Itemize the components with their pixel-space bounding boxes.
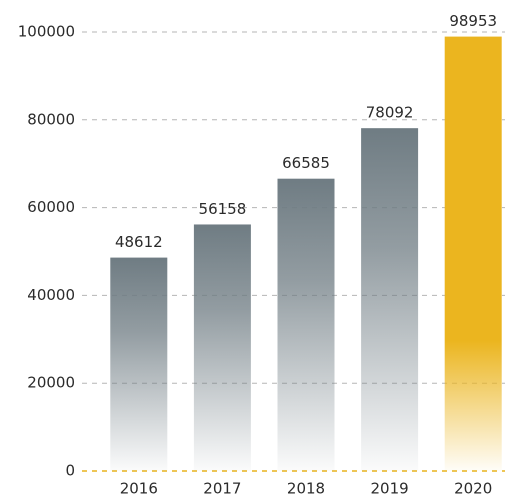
x-tick-label: 2016 [120,480,158,498]
x-tick-label: 2019 [371,480,409,498]
bar [361,128,419,471]
y-tick-label: 0 [65,462,75,480]
value-label: 78092 [366,104,414,122]
bar [277,178,335,472]
value-label: 56158 [199,200,247,218]
value-label: 98953 [449,12,497,30]
bar [444,36,502,472]
x-tick-label: 2017 [203,480,241,498]
x-tick-label: 2020 [454,480,492,498]
bar [193,224,251,471]
y-tick-label: 60000 [27,198,75,216]
y-tick-label: 40000 [27,286,75,304]
value-label: 66585 [282,154,330,172]
x-tick-label: 2018 [287,480,325,498]
y-tick-label: 80000 [27,110,75,128]
y-tick-label: 20000 [27,374,75,392]
bar [110,257,168,471]
y-tick-label: 100000 [18,23,75,41]
value-label: 48612 [115,233,163,251]
